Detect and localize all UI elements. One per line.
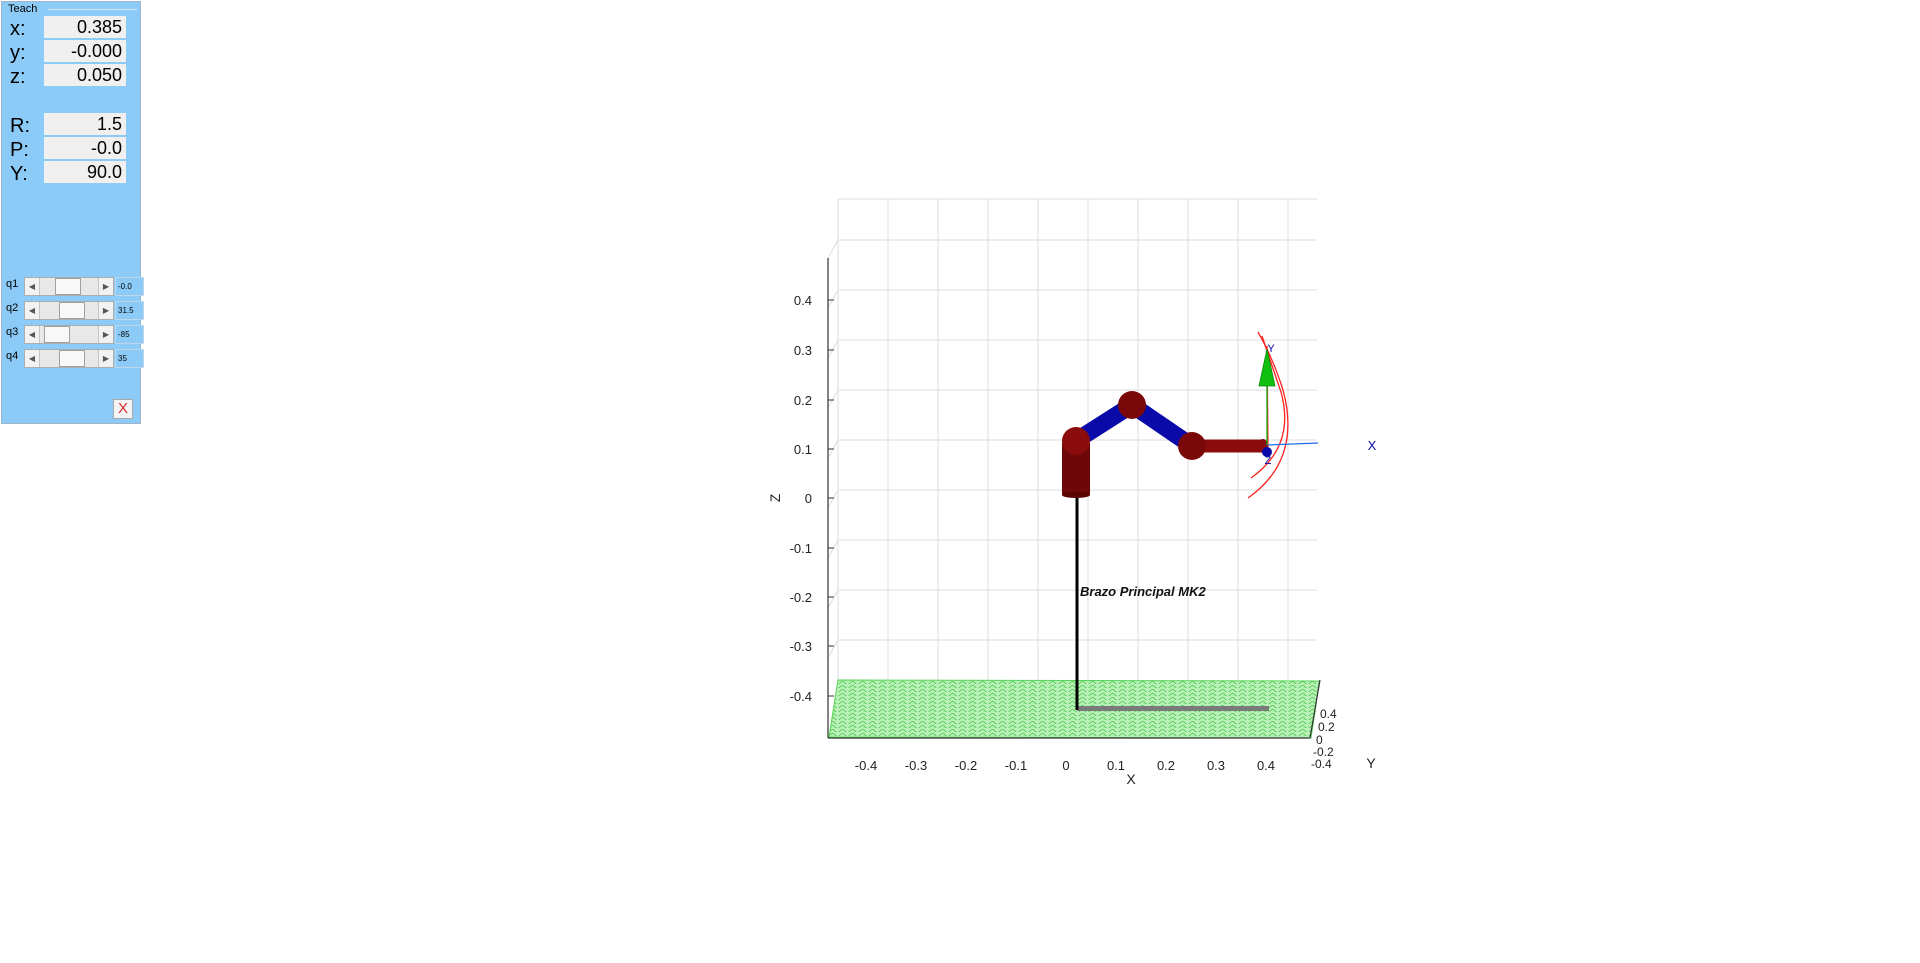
slider-left-arrow-icon[interactable]: ◀: [25, 326, 40, 343]
z-tick-label: -0.1: [790, 541, 812, 556]
z-tick-marks: [828, 299, 834, 697]
slider-right-arrow-icon[interactable]: ▶: [98, 326, 113, 343]
z-position-value: 0.050: [44, 64, 126, 86]
z-tick-label: 0.3: [794, 343, 812, 358]
x-tick-label: 0: [1062, 758, 1069, 773]
joint-q4-slider[interactable]: ◀ ▶: [24, 349, 114, 368]
z-tick-label: -0.2: [790, 590, 812, 605]
x-axis-label: X: [1126, 771, 1136, 787]
joint-q2-label: q2: [6, 302, 19, 314]
yaw-value: 90.0: [44, 161, 126, 183]
teach-panel: Teach x: 0.385 y: -0.000 z: 0.050 R: 1.5…: [1, 1, 144, 424]
slider-thumb[interactable]: [58, 302, 85, 319]
robot-base-shadow: [1077, 706, 1269, 711]
x-tick-label: -0.2: [955, 758, 977, 773]
axis-lines: [827, 258, 1321, 739]
y-tick-label: -0.4: [1311, 757, 1332, 771]
joint-q3-row: q3 ◀ ▶ -85: [6, 324, 144, 346]
pitch-label: P:: [10, 139, 29, 161]
slider-thumb[interactable]: [54, 278, 81, 295]
x-position-value: 0.385: [44, 16, 126, 38]
joint-q2-slider[interactable]: ◀ ▶: [24, 301, 114, 320]
joint-q4-row: q4 ◀ ▶ 35: [6, 348, 144, 370]
tool-frame: X Y Z: [1258, 343, 1377, 467]
panel-title: Teach: [6, 3, 40, 15]
pitch-value: -0.0: [44, 137, 126, 159]
x-tick-label: 0.4: [1257, 758, 1275, 773]
slider-left-arrow-icon[interactable]: ◀: [25, 278, 40, 295]
z-tick-label: 0.2: [794, 393, 812, 408]
tool-frame-z-label: Z: [1265, 455, 1272, 467]
y-position-value: -0.000: [44, 40, 126, 62]
robot-joints: [1118, 391, 1268, 460]
yaw-row: Y: 90.0: [10, 161, 132, 185]
joint-q4-label: q4: [6, 350, 19, 362]
roll-value: 1.5: [44, 113, 126, 135]
side-wall-grid: [827, 199, 839, 680]
y-tick-label: -0.2: [1313, 745, 1334, 759]
joint-q4-value[interactable]: 35: [115, 349, 144, 368]
robot-base-joint: [1062, 427, 1090, 498]
joint-q3-label: q3: [6, 326, 19, 338]
slider-thumb[interactable]: [59, 350, 86, 367]
y-tick-label: 0: [1316, 733, 1323, 747]
x-tick-label: 0.1: [1107, 758, 1125, 773]
z-tick-label: 0.4: [794, 293, 812, 308]
x-tick-label: -0.3: [905, 758, 927, 773]
slider-thumb[interactable]: [43, 326, 70, 343]
x-tick-labels: -0.4 -0.3 -0.2 -0.1 0 0.1 0.2 0.3 0.4: [855, 758, 1275, 773]
roll-row: R: 1.5: [10, 113, 132, 137]
yaw-label: Y:: [10, 163, 28, 185]
pitch-row: P: -0.0: [10, 137, 132, 161]
y-tick-label: 0.4: [1320, 707, 1337, 721]
tool-z-arrowhead-icon: [1258, 348, 1276, 387]
x-tick-label: -0.1: [1005, 758, 1027, 773]
x-position-row: x: 0.385: [10, 16, 132, 40]
slider-left-arrow-icon[interactable]: ◀: [25, 350, 40, 367]
z-tick-label: -0.4: [790, 689, 812, 704]
joint-q1-value[interactable]: -0.0: [115, 277, 144, 296]
z-tick-labels: 0.4 0.3 0.2 0.1 0 -0.1 -0.2 -0.3 -0.4: [790, 293, 812, 704]
z-tick-label: 0.1: [794, 442, 812, 457]
robot-name-label: Brazo Principal MK2: [1080, 584, 1206, 599]
roll-label: R:: [10, 115, 30, 137]
joint-q2-value[interactable]: 31.5: [115, 301, 144, 320]
x-tick-label: -0.4: [855, 758, 877, 773]
y-axis-label: Y: [1366, 755, 1376, 771]
tool-frame-x-label: X: [1368, 438, 1377, 453]
y-position-label: y:: [10, 42, 26, 64]
joint-elbow: [1178, 432, 1206, 460]
joint-q1-slider[interactable]: ◀ ▶: [24, 277, 114, 296]
z-axis-label: Z: [767, 493, 783, 502]
joint-q3-slider[interactable]: ◀ ▶: [24, 325, 114, 344]
panel-title-rule: [48, 9, 137, 10]
slider-right-arrow-icon[interactable]: ▶: [98, 302, 113, 319]
joint-q3-value[interactable]: -85: [115, 325, 144, 344]
y-position-row: y: -0.000: [10, 40, 132, 64]
x-tick-label: 0.3: [1207, 758, 1225, 773]
z-tick-label: -0.3: [790, 639, 812, 654]
x-position-label: x:: [10, 18, 26, 40]
y-tick-label: 0.2: [1318, 720, 1335, 734]
z-position-row: z: 0.050: [10, 64, 132, 88]
close-button[interactable]: X: [113, 399, 133, 419]
joint-shoulder: [1118, 391, 1146, 419]
slider-right-arrow-icon[interactable]: ▶: [98, 278, 113, 295]
floor-surface: [828, 679, 1320, 739]
x-tick-label: 0.2: [1157, 758, 1175, 773]
z-tick-label: 0: [805, 491, 812, 506]
joint-q1-label: q1: [6, 278, 19, 290]
slider-left-arrow-icon[interactable]: ◀: [25, 302, 40, 319]
slider-right-arrow-icon[interactable]: ▶: [98, 350, 113, 367]
y-tick-labels: 0.4 0.2 0 -0.2 -0.4: [1311, 707, 1337, 771]
joint-q2-row: q2 ◀ ▶ 31.5: [6, 300, 144, 322]
joint-q1-row: q1 ◀ ▶ -0.0: [6, 276, 144, 298]
z-position-label: z:: [10, 66, 26, 88]
tool-frame-y-label: Y: [1267, 343, 1275, 355]
